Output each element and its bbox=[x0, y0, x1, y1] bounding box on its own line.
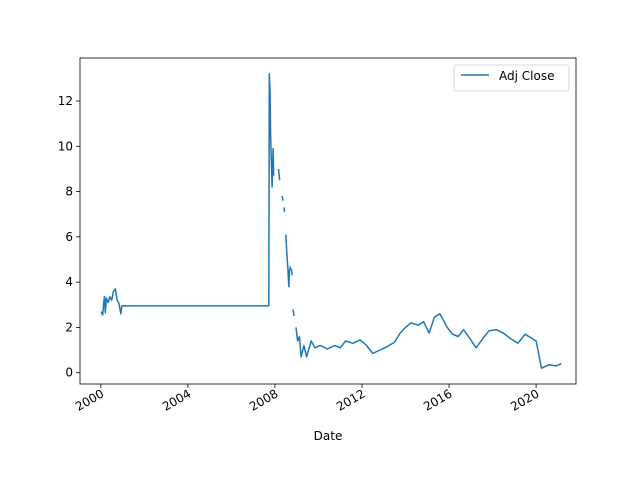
series-line-adj-close bbox=[285, 234, 292, 288]
y-axis-ticks: 0 2 4 6 8 10 12 bbox=[58, 94, 80, 380]
x-tick-label: 2004 bbox=[160, 386, 193, 413]
series-line-adj-close bbox=[100, 73, 275, 316]
y-tick-label: 4 bbox=[65, 275, 73, 289]
series-line-adj-close bbox=[281, 195, 284, 201]
y-tick-label: 2 bbox=[65, 320, 73, 334]
x-axis-label: Date bbox=[314, 429, 343, 443]
x-tick-label: 2000 bbox=[73, 386, 106, 413]
series-line-adj-close bbox=[277, 168, 281, 181]
series-line-adj-close bbox=[283, 207, 286, 212]
series-line-adj-close bbox=[290, 268, 293, 276]
x-tick-label: 2008 bbox=[247, 386, 280, 413]
legend-label: Adj Close bbox=[499, 69, 554, 83]
legend: Adj Close bbox=[453, 64, 570, 92]
x-tick-label: 2012 bbox=[334, 386, 367, 413]
x-tick-label: 2020 bbox=[508, 386, 541, 413]
legend-box bbox=[453, 64, 570, 92]
y-tick-label: 6 bbox=[65, 230, 73, 244]
series-line-adj-close bbox=[292, 309, 295, 317]
y-tick-label: 10 bbox=[58, 139, 73, 153]
y-tick-label: 8 bbox=[65, 185, 73, 199]
y-tick-label: 12 bbox=[58, 94, 73, 108]
plot-frame bbox=[79, 57, 577, 385]
x-tick-label: 2016 bbox=[421, 386, 454, 413]
y-tick-label: 0 bbox=[65, 366, 73, 380]
series-line-adj-close bbox=[295, 313, 562, 369]
series-layer bbox=[100, 73, 562, 369]
x-axis-ticks: 2000 2004 2008 2012 2016 2020 bbox=[73, 384, 542, 414]
